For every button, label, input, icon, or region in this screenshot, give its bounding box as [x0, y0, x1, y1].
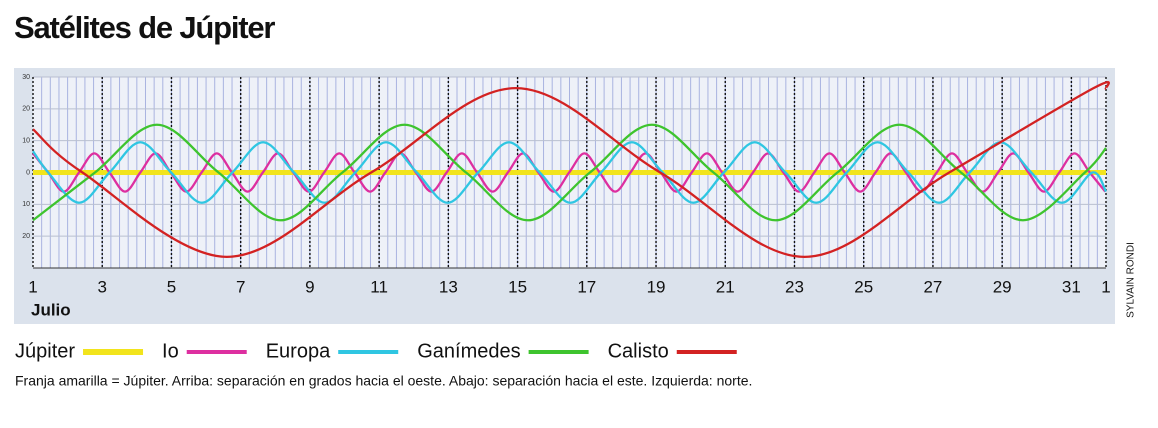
x-tick-label: 13 [439, 277, 458, 296]
x-tick-label: 5 [167, 277, 176, 296]
x-tick-label: 17 [577, 277, 596, 296]
x-tick-label: 15 [508, 277, 527, 296]
caption: Franja amarilla = Júpiter. Arriba: separ… [15, 373, 752, 389]
y-tick-label: 10 [22, 138, 30, 145]
x-tick-label: 19 [647, 277, 666, 296]
y-tick-label: 20 [22, 233, 30, 240]
legend-label: Europa [266, 340, 331, 362]
x-tick-label: 1 [1101, 277, 1110, 296]
x-tick-label: 9 [305, 277, 314, 296]
credit: SYLVAIN RONDI [1126, 242, 1137, 318]
x-tick-label: 11 [370, 277, 388, 296]
series-line [32, 141, 1108, 204]
x-tick-label: 23 [785, 277, 804, 296]
x-tick-label: 31 [1062, 277, 1081, 296]
y-tick-label: 0 [26, 169, 30, 176]
y-tick-label: 20 [22, 106, 30, 113]
x-axis-label: Julio [31, 300, 71, 319]
chart-title: Satélites de Júpiter [14, 10, 275, 45]
y-tick-label: 10 [22, 201, 30, 208]
legend-label: Calisto [608, 340, 669, 362]
series-line [32, 81, 1110, 259]
legend-label: Ganímedes [417, 340, 520, 362]
x-tick-label: 25 [854, 277, 873, 296]
legend-label: Júpiter [15, 340, 75, 362]
x-tick-label: 7 [236, 277, 245, 296]
series-line [32, 123, 1107, 222]
x-tick-label: 3 [97, 277, 106, 296]
x-tick-label: 27 [923, 277, 942, 296]
y-tick-label: 30 [22, 74, 30, 81]
x-tick-label: 29 [993, 277, 1012, 296]
x-tick-label: 1 [28, 277, 37, 296]
legend-label: Io [162, 340, 179, 362]
x-tick-label: 21 [716, 277, 735, 296]
